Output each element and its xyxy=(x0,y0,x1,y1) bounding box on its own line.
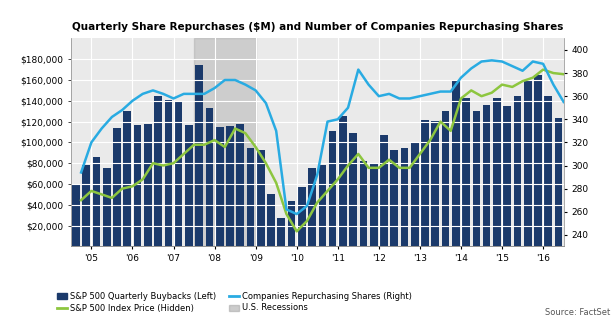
Bar xyxy=(72,185,80,246)
Bar xyxy=(442,111,450,246)
Bar xyxy=(503,106,511,246)
Bar xyxy=(483,105,490,246)
Text: Source: FactSet: Source: FactSet xyxy=(545,308,610,317)
Title: Quarterly Share Repurchases ($M) and Number of Companies Repurchasing Shares: Quarterly Share Repurchases ($M) and Num… xyxy=(71,22,563,32)
Bar xyxy=(411,142,419,246)
Bar xyxy=(493,98,501,246)
Bar xyxy=(237,124,244,246)
Bar xyxy=(308,168,316,246)
Bar xyxy=(103,168,111,246)
Bar xyxy=(329,131,336,246)
Legend: S&P 500 Quarterly Buybacks (Left), S&P 500 Index Price (Hidden), Companies Repur: S&P 500 Quarterly Buybacks (Left), S&P 5… xyxy=(54,289,415,316)
Bar xyxy=(554,118,562,246)
Bar xyxy=(524,80,532,246)
Bar xyxy=(194,38,256,246)
Bar xyxy=(514,96,521,246)
Bar xyxy=(380,135,388,246)
Bar xyxy=(349,133,357,246)
Bar xyxy=(421,119,429,246)
Bar xyxy=(277,218,285,246)
Bar xyxy=(452,81,460,246)
Bar xyxy=(431,121,439,246)
Bar xyxy=(246,148,254,246)
Bar xyxy=(195,65,203,246)
Bar xyxy=(123,111,131,246)
Bar xyxy=(267,194,275,246)
Bar xyxy=(545,96,552,246)
Bar xyxy=(400,148,408,246)
Bar xyxy=(154,96,162,246)
Bar xyxy=(144,124,152,246)
Bar xyxy=(462,98,470,246)
Bar xyxy=(288,201,296,246)
Bar xyxy=(175,101,182,246)
Bar xyxy=(370,163,378,246)
Bar xyxy=(391,150,398,246)
Bar xyxy=(164,100,172,246)
Bar xyxy=(226,126,234,246)
Bar xyxy=(257,150,265,246)
Bar xyxy=(185,125,193,246)
Bar xyxy=(83,165,90,246)
Bar xyxy=(360,161,367,246)
Bar xyxy=(318,165,326,246)
Bar xyxy=(339,116,347,246)
Bar xyxy=(534,75,542,246)
Bar xyxy=(113,128,121,246)
Bar xyxy=(298,187,306,246)
Bar xyxy=(134,125,142,246)
Bar xyxy=(92,157,100,246)
Bar xyxy=(206,108,213,246)
Bar xyxy=(216,127,224,246)
Bar xyxy=(472,111,480,246)
